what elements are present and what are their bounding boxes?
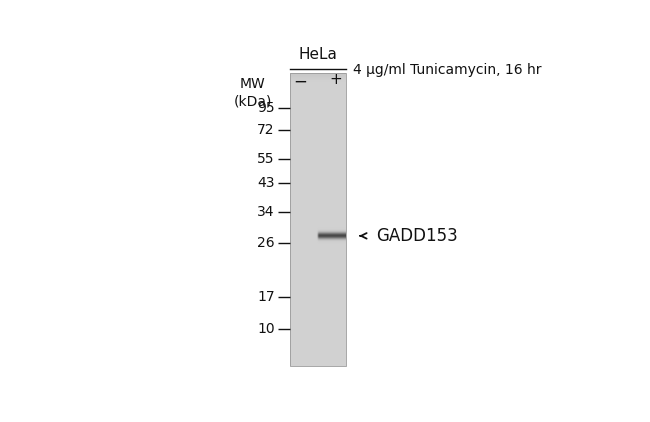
Text: 26: 26 — [257, 236, 275, 250]
Text: 72: 72 — [257, 123, 275, 137]
Text: −: − — [293, 73, 307, 90]
Text: 10: 10 — [257, 322, 275, 336]
Text: GADD153: GADD153 — [376, 227, 458, 245]
Text: 43: 43 — [257, 176, 275, 190]
Text: +: + — [330, 73, 342, 87]
Text: 17: 17 — [257, 289, 275, 303]
Text: 95: 95 — [257, 100, 275, 114]
Text: 34: 34 — [257, 205, 275, 219]
Text: 4 μg/ml Tunicamycin, 16 hr: 4 μg/ml Tunicamycin, 16 hr — [354, 63, 542, 77]
Text: HeLa: HeLa — [298, 47, 337, 62]
Text: 55: 55 — [257, 151, 275, 165]
Text: MW
(kDa): MW (kDa) — [233, 77, 272, 108]
Bar — [291, 73, 346, 366]
